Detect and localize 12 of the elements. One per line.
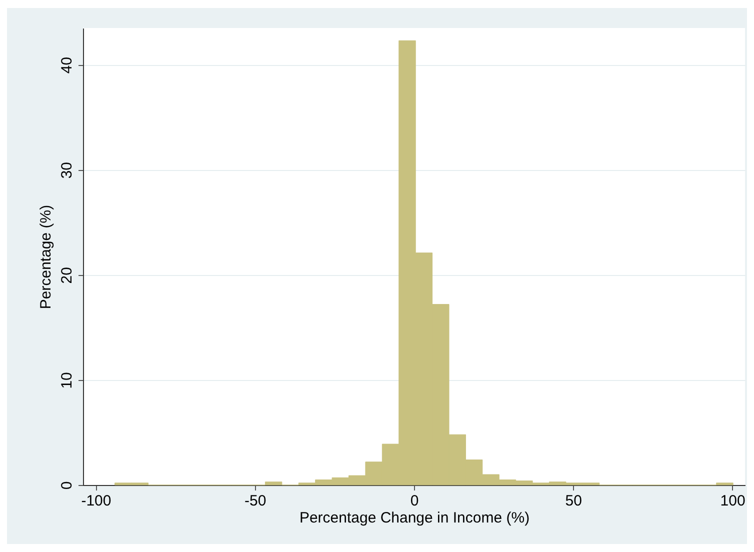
y-tick-label: 40 [58, 56, 76, 74]
x-tick-label: 100 [720, 492, 746, 510]
y-tick-label: 30 [58, 162, 76, 179]
y-tick-label: 20 [58, 267, 76, 284]
x-tick-label: 50 [565, 492, 582, 510]
x-axis-title: Percentage Change in Income (%) [299, 510, 530, 526]
y-axis-title: Percentage (%) [38, 204, 54, 310]
y-tick-label: 0 [58, 481, 76, 490]
x-tick-label: -50 [244, 492, 266, 510]
x-tick-label: 0 [410, 492, 419, 510]
y-tick-label: 10 [58, 372, 76, 389]
x-tick-label: -100 [81, 492, 112, 510]
